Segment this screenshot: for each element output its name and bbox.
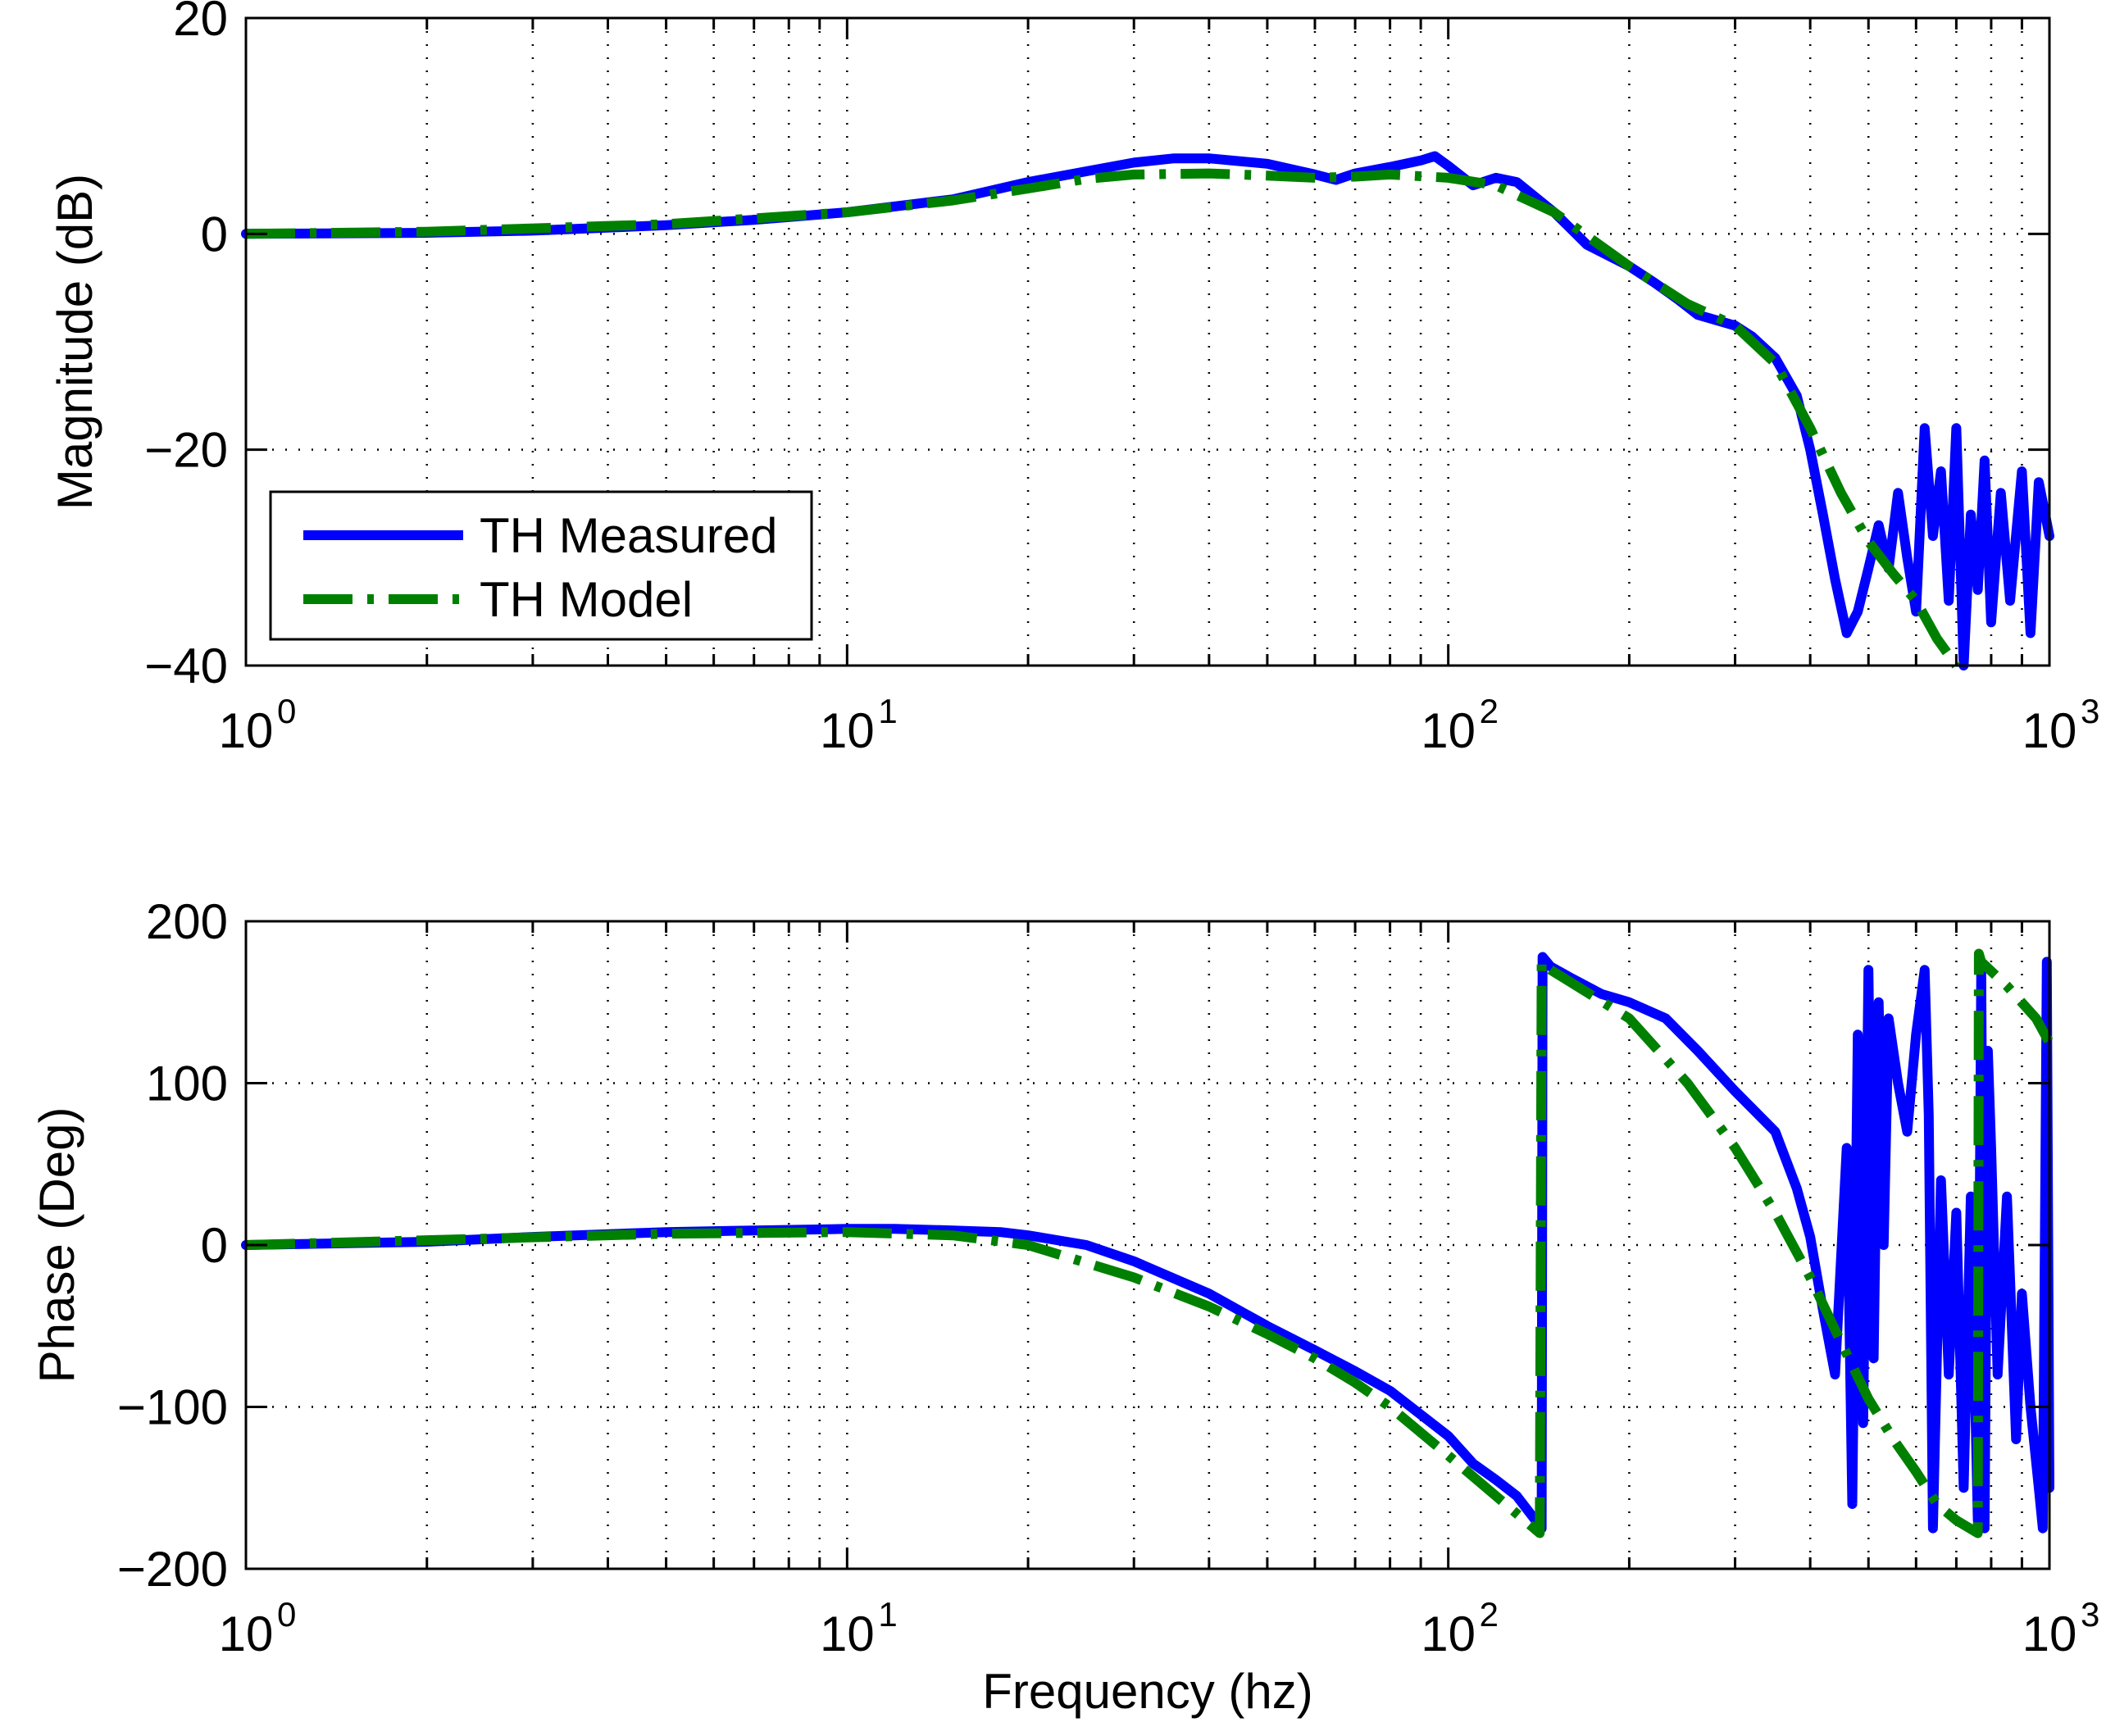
magnitude-x-tick-label: 10 <box>219 703 274 758</box>
phase-series-th-measured <box>241 952 2054 1534</box>
phase-series-th-model <box>245 948 2054 1538</box>
magnitude-x-tick-label: 10 <box>1421 703 1476 758</box>
phase-grid <box>246 921 2049 1569</box>
magnitude-x-tick-exponent: 1 <box>878 692 897 730</box>
phase-series <box>241 948 2054 1538</box>
magnitude-x-tick-exponent: 2 <box>1480 692 1499 730</box>
magnitude-series <box>241 151 2054 670</box>
magnitude-ylabel: Magnitude (dB) <box>48 174 102 510</box>
phase-y-tick-label: 0 <box>201 1218 228 1273</box>
legend-label-th-model: TH Model <box>480 572 693 627</box>
magnitude-y-tick-label: −40 <box>144 639 228 693</box>
magnitude-x-tick-label: 10 <box>820 703 875 758</box>
legend-label-th-measured: TH Measured <box>480 508 777 563</box>
phase-x-tick-exponent: 0 <box>277 1595 296 1634</box>
phase-y-tick-label: −100 <box>117 1380 228 1435</box>
frequency-xlabel: Frequency (hz) <box>982 1664 1312 1719</box>
phase-x-tick-exponent: 1 <box>878 1595 897 1634</box>
phase-x-tick-exponent: 2 <box>1480 1595 1499 1634</box>
phase-axes-frame <box>244 920 2051 1570</box>
phase-x-tick-label: 10 <box>2022 1606 2077 1661</box>
phase-y-tick-label: 100 <box>146 1057 228 1111</box>
legend-box <box>269 490 813 641</box>
phase-x-tick-label: 10 <box>219 1606 274 1661</box>
phase-y-tick-label: 200 <box>146 894 228 949</box>
magnitude-axes-frame <box>244 16 2051 667</box>
magnitude-series-th-model <box>245 168 1961 669</box>
phase-y-tick-label: −200 <box>117 1542 228 1597</box>
magnitude-x-tick-exponent: 0 <box>277 692 296 730</box>
magnitude-y-tick-label: 20 <box>173 0 228 46</box>
magnitude-x-tick-label: 10 <box>2022 703 2077 758</box>
phase-x-tick-label: 10 <box>1421 1606 1476 1661</box>
magnitude-y-tick-label: 0 <box>201 207 228 261</box>
legend: TH Measured TH Model <box>269 490 813 641</box>
magnitude-y-tick-label: −20 <box>144 423 228 478</box>
phase-x-tick-exponent: 3 <box>2081 1595 2099 1634</box>
phase-x-tick-label: 10 <box>820 1606 875 1661</box>
magnitude-x-tick-exponent: 3 <box>2081 692 2099 730</box>
phase-ylabel: Phase (Deg) <box>30 1107 84 1384</box>
